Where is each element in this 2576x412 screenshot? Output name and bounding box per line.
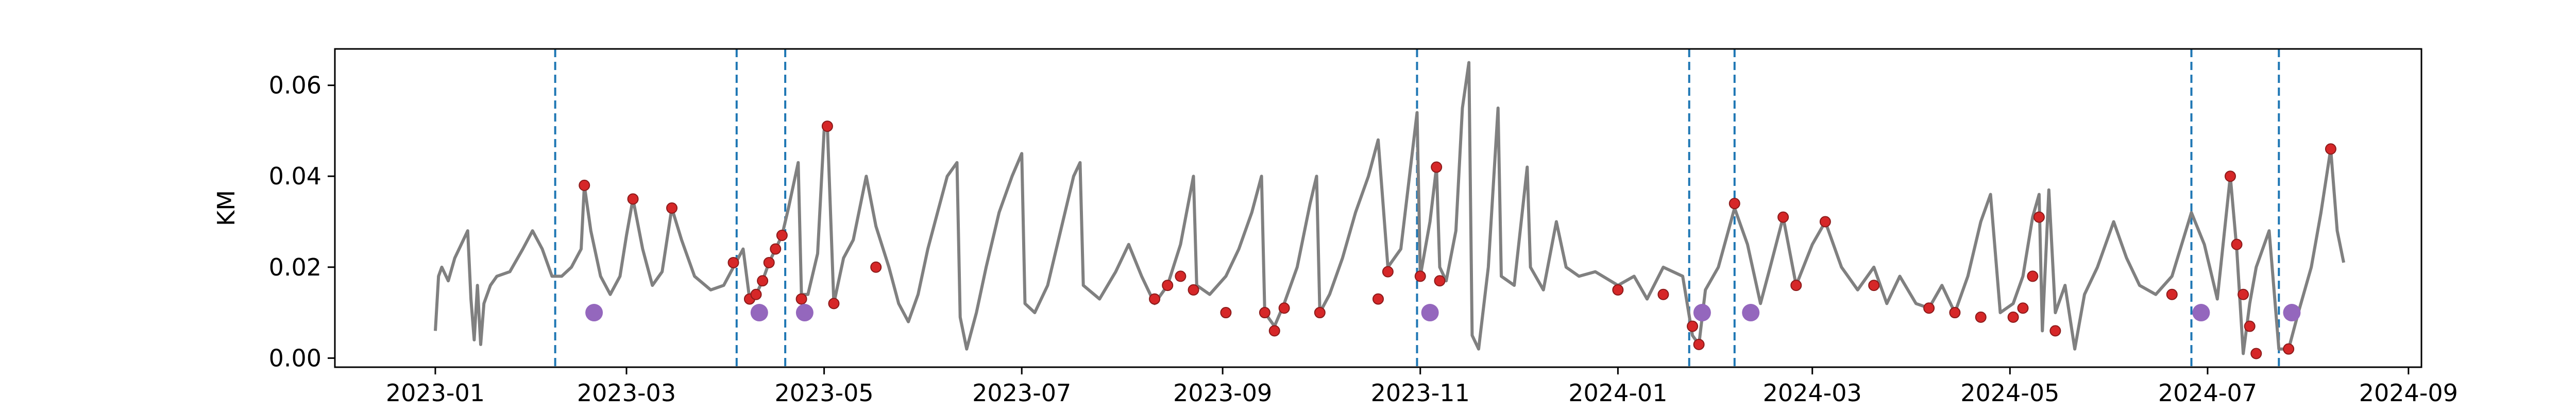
anomaly-point-1	[750, 304, 768, 322]
anomaly-point-6	[2192, 304, 2210, 322]
y-axis: 0.00 0.02 0.04 0.06	[269, 72, 335, 372]
marker-point-15	[1162, 280, 1174, 291]
anomaly-point-5	[1742, 304, 1760, 322]
x-tick-label-6: 2024-01	[1568, 379, 1667, 407]
marker-point-20	[1268, 325, 1280, 337]
marker-point-50	[2250, 348, 2262, 359]
x-tick-label-10: 2024-09	[2359, 379, 2458, 407]
marker-point-12	[828, 298, 840, 310]
marker-point-39	[1975, 311, 1987, 323]
marker-point-1	[627, 193, 639, 205]
x-tick-label-5: 2023-11	[1371, 379, 1470, 407]
marker-point-11	[821, 121, 833, 132]
marker-point-51	[2283, 343, 2295, 355]
anomaly-point-4	[1693, 304, 1711, 322]
series-line-0	[434, 61, 2346, 355]
marker-point-45	[2166, 288, 2178, 300]
marker-point-9	[776, 229, 788, 241]
marker-point-35	[1819, 216, 1831, 228]
anomaly-point-3	[1421, 304, 1439, 322]
x-tick-label-4: 2023-09	[1173, 379, 1272, 407]
marker-point-0	[579, 179, 590, 191]
marker-point-34	[1790, 280, 1802, 291]
marker-point-40	[2007, 311, 2019, 323]
marker-point-6	[757, 275, 769, 287]
marker-point-18	[1220, 307, 1232, 319]
marker-point-30	[1687, 320, 1699, 332]
anomaly-markers	[585, 304, 2301, 322]
marker-point-21	[1278, 302, 1290, 314]
marker-point-23	[1372, 293, 1384, 305]
x-tick-label-9: 2024-07	[2158, 379, 2257, 407]
marker-point-14	[1149, 293, 1161, 305]
marker-point-17	[1188, 284, 1199, 296]
marker-point-2	[666, 202, 678, 214]
marker-point-41	[2017, 302, 2029, 314]
marker-point-19	[1259, 307, 1270, 319]
marker-point-46	[2224, 170, 2236, 182]
plot-frame	[334, 48, 2422, 368]
x-tick-label-0: 2023-01	[386, 379, 485, 407]
y-axis-label: KM	[212, 190, 240, 226]
marker-point-25	[1414, 270, 1426, 282]
marker-point-36	[1868, 280, 1880, 291]
y-tick-label-2: 0.04	[269, 162, 321, 190]
y-tick-label-1: 0.02	[269, 253, 321, 281]
marker-point-7	[763, 256, 775, 268]
marker-point-44	[2049, 325, 2061, 337]
x-tick-label-2: 2023-05	[775, 379, 874, 407]
marker-point-26	[1431, 161, 1443, 173]
marker-point-52	[2325, 143, 2336, 155]
marker-point-32	[1728, 198, 1740, 210]
highlight-markers	[579, 121, 2336, 359]
anomaly-point-0	[585, 304, 603, 322]
marker-point-24	[1382, 266, 1394, 278]
marker-point-28	[1612, 284, 1624, 296]
y-tick-label-0: 0.00	[269, 344, 321, 372]
anomaly-point-2	[795, 304, 814, 322]
x-axis: 2023-01 2023-03 2023-05 2023-07 2023-09 2023-…	[386, 367, 2458, 407]
anomaly-point-7	[2283, 304, 2301, 322]
marker-point-13	[870, 261, 882, 273]
x-tick-label-7: 2024-03	[1763, 379, 1862, 407]
marker-point-8	[770, 243, 782, 255]
marker-point-31	[1693, 338, 1705, 350]
x-tick-label-8: 2024-05	[1960, 379, 2059, 407]
marker-point-16	[1175, 270, 1187, 282]
marker-point-48	[2238, 288, 2249, 300]
marker-point-42	[2027, 270, 2039, 282]
marker-point-22	[1314, 307, 1326, 319]
marker-point-33	[1777, 211, 1789, 223]
x-tick-label-1: 2023-03	[577, 379, 676, 407]
x-tick-label-3: 2023-07	[972, 379, 1071, 407]
marker-point-47	[2231, 238, 2243, 250]
marker-point-37	[1923, 302, 1935, 314]
marker-point-43	[2033, 211, 2045, 223]
marker-point-5	[750, 288, 762, 300]
series-line-layer	[434, 61, 2346, 355]
marker-point-29	[1657, 288, 1669, 300]
marker-point-27	[1434, 275, 1446, 287]
marker-point-38	[1949, 307, 1961, 319]
marker-point-10	[795, 293, 807, 305]
y-tick-label-3: 0.06	[269, 72, 321, 99]
marker-point-3	[727, 256, 739, 268]
marker-point-49	[2244, 320, 2256, 332]
